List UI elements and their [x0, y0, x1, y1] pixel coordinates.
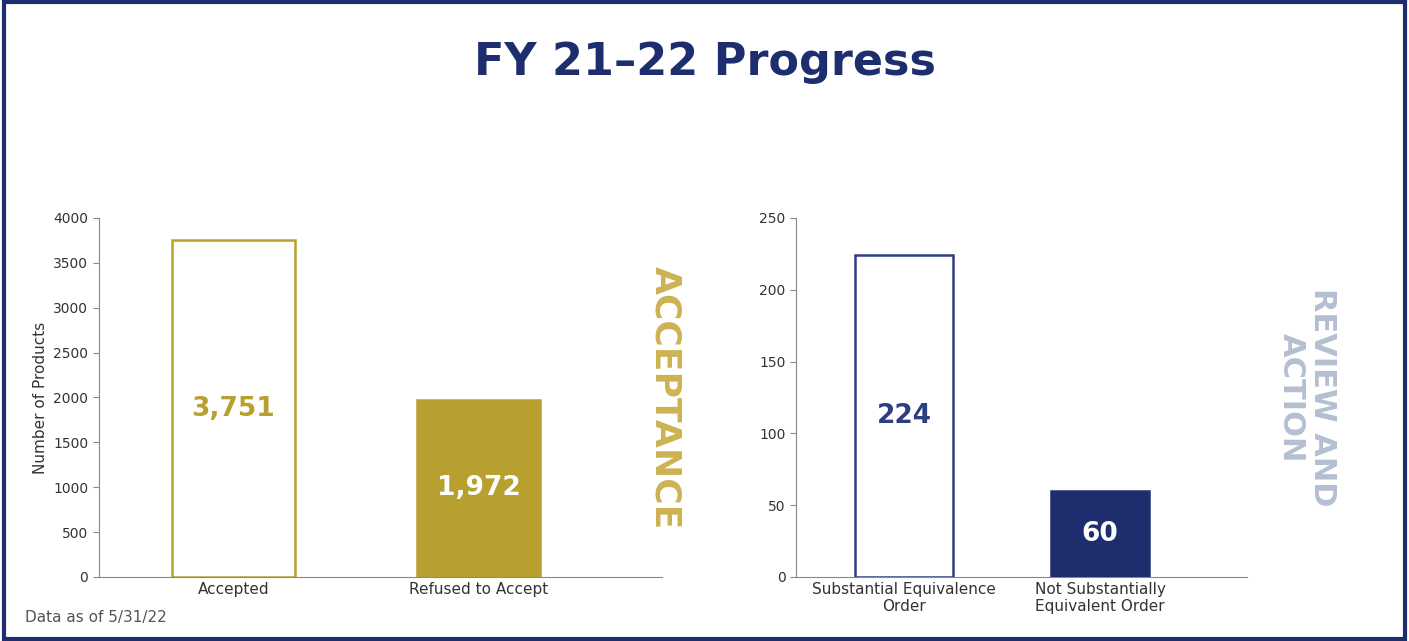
- Text: ACCEPTANCE: ACCEPTANCE: [648, 266, 683, 529]
- Bar: [172, 240, 294, 577]
- Text: 3,751: 3,751: [192, 395, 275, 422]
- Y-axis label: Number of Products: Number of Products: [32, 321, 48, 474]
- Bar: [1051, 491, 1148, 577]
- Bar: [417, 400, 540, 577]
- Text: Substantial Equivalence: Substantial Equivalence: [526, 146, 883, 172]
- Text: 224: 224: [876, 403, 931, 429]
- Text: 60: 60: [1082, 521, 1119, 547]
- Text: Data as of 5/31/22: Data as of 5/31/22: [25, 610, 168, 625]
- Text: REVIEW AND
ACTION: REVIEW AND ACTION: [1277, 288, 1337, 506]
- Bar: [855, 255, 952, 577]
- Text: FY 21–22 Progress: FY 21–22 Progress: [473, 41, 936, 84]
- Text: 1,972: 1,972: [437, 476, 520, 501]
